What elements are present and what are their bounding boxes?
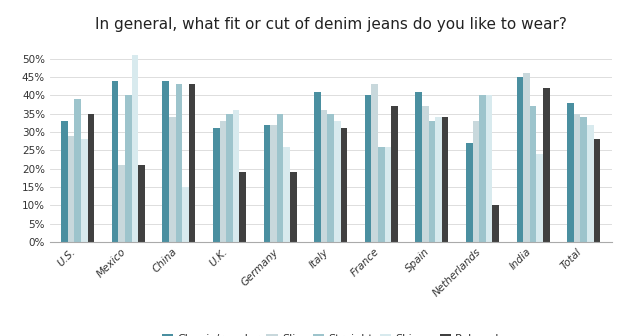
Bar	[240, 172, 246, 242]
Bar	[429, 121, 435, 242]
Bar	[68, 136, 74, 242]
Bar	[290, 172, 296, 242]
Bar	[328, 114, 334, 242]
Bar	[530, 106, 537, 242]
Bar	[587, 125, 593, 242]
Bar	[384, 146, 391, 242]
Bar	[112, 81, 119, 242]
Bar	[416, 92, 422, 242]
Bar	[220, 121, 227, 242]
Bar	[435, 117, 442, 242]
Bar	[378, 146, 384, 242]
Bar	[119, 165, 125, 242]
Bar	[371, 84, 378, 242]
Bar	[162, 81, 169, 242]
Bar	[175, 84, 182, 242]
Bar	[492, 205, 499, 242]
Bar	[580, 117, 587, 242]
Bar	[486, 95, 492, 242]
Bar	[524, 73, 530, 242]
Bar	[341, 128, 347, 242]
Bar	[233, 110, 240, 242]
Bar	[472, 121, 479, 242]
Bar	[182, 187, 189, 242]
Bar	[543, 88, 550, 242]
Bar	[391, 106, 397, 242]
Bar	[466, 143, 472, 242]
Bar	[61, 121, 68, 242]
Bar	[567, 102, 574, 242]
Bar	[169, 117, 175, 242]
Legend: Classic/regular, Slim, Straight, Skinny, Relaxed: Classic/regular, Slim, Straight, Skinny,…	[160, 332, 502, 336]
Bar	[442, 117, 449, 242]
Bar	[422, 106, 429, 242]
Bar	[132, 55, 138, 242]
Bar	[334, 121, 341, 242]
Bar	[74, 99, 81, 242]
Bar	[81, 139, 87, 242]
Bar	[277, 114, 283, 242]
Bar	[189, 84, 195, 242]
Bar	[213, 128, 220, 242]
Bar	[125, 95, 132, 242]
Bar	[227, 114, 233, 242]
Bar	[270, 125, 277, 242]
Bar	[479, 95, 486, 242]
Bar	[283, 146, 290, 242]
Bar	[593, 139, 600, 242]
Bar	[264, 125, 270, 242]
Bar	[314, 92, 321, 242]
Bar	[87, 114, 94, 242]
Bar	[321, 110, 328, 242]
Bar	[574, 114, 580, 242]
Bar	[517, 77, 524, 242]
Bar	[138, 165, 145, 242]
Title: In general, what fit or cut of denim jeans do you like to wear?: In general, what fit or cut of denim jea…	[95, 17, 567, 32]
Bar	[365, 95, 371, 242]
Bar	[537, 154, 543, 242]
